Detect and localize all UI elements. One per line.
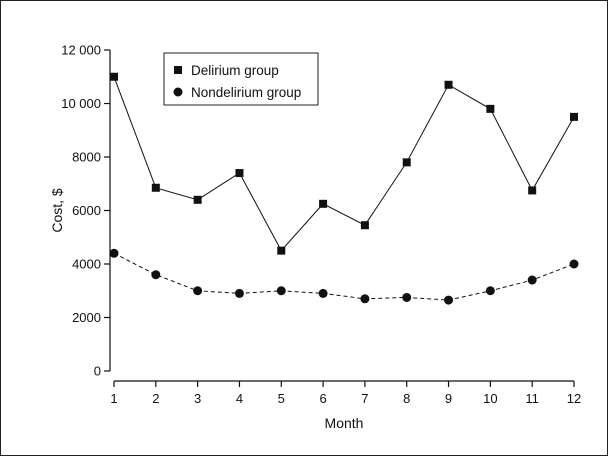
data-point-nondelirium	[444, 295, 454, 305]
x-tick-label: 10	[483, 391, 497, 406]
data-point-nondelirium	[360, 294, 370, 304]
y-tick-label: 0	[94, 364, 101, 379]
series-line-0	[113, 76, 575, 252]
x-tick-label: 3	[194, 391, 201, 406]
x-tick-label: 11	[525, 391, 539, 406]
x-tick-label: 12	[567, 391, 581, 406]
x-tick-label: 8	[403, 391, 410, 406]
data-point-delirium	[235, 169, 244, 178]
y-ticks: 0 2000 4000 6000 8000 10 000 12 000	[61, 43, 110, 379]
data-point-delirium	[151, 183, 160, 192]
series-line-1	[113, 252, 575, 301]
y-tick-label: 10 000	[61, 96, 101, 111]
data-point-delirium	[402, 158, 411, 167]
legend-marker-square	[174, 66, 182, 74]
data-point-delirium	[110, 72, 118, 81]
legend-items: Delirium group Nondelirium group	[173, 63, 301, 100]
data-point-nondelirium	[109, 248, 119, 258]
x-tick-label: 6	[319, 391, 326, 406]
data-point-delirium	[360, 221, 369, 230]
data-point-nondelirium	[569, 259, 579, 269]
x-tick-label: 4	[236, 391, 243, 406]
y-tick-label: 6000	[72, 203, 101, 218]
x-tick-label: 5	[278, 391, 285, 406]
data-point-nondelirium	[234, 288, 244, 298]
data-point-nondelirium	[527, 275, 537, 285]
legend: Delirium group Nondelirium group	[163, 52, 319, 106]
data-point-delirium	[570, 112, 578, 121]
series-lines	[113, 76, 575, 301]
data-point-nondelirium	[193, 286, 203, 296]
x-tick-label: 1	[110, 391, 117, 406]
legend-marker-circle	[173, 87, 183, 97]
y-axis-label: Cost, $	[49, 188, 65, 233]
legend-label: Delirium group	[191, 63, 279, 78]
y-tick-label: 2000	[72, 310, 101, 325]
data-point-delirium	[193, 195, 202, 204]
x-axis-label: Month	[325, 415, 364, 431]
data-point-nondelirium	[276, 286, 286, 296]
data-point-nondelirium	[402, 292, 412, 302]
data-point-delirium	[486, 104, 495, 113]
legend-box	[163, 52, 319, 106]
series-points	[109, 72, 579, 305]
y-tick-label: 4000	[72, 257, 101, 272]
x-tick-label: 7	[361, 391, 368, 406]
data-point-delirium	[528, 186, 537, 195]
legend-label: Nondelirium group	[191, 85, 301, 100]
data-point-delirium	[319, 199, 328, 208]
x-tick-label: 2	[152, 391, 159, 406]
data-point-delirium	[444, 80, 453, 89]
x-ticks: 1 2 3 4 5 6 7 8 9 10 11 12	[110, 381, 581, 406]
data-point-nondelirium	[151, 270, 161, 280]
y-tick-label: 8000	[72, 150, 101, 165]
x-tick-label: 9	[445, 391, 452, 406]
y-tick-label: 12 000	[61, 43, 101, 58]
data-point-delirium	[277, 246, 286, 255]
data-point-nondelirium	[318, 288, 328, 298]
data-point-nondelirium	[485, 286, 495, 296]
